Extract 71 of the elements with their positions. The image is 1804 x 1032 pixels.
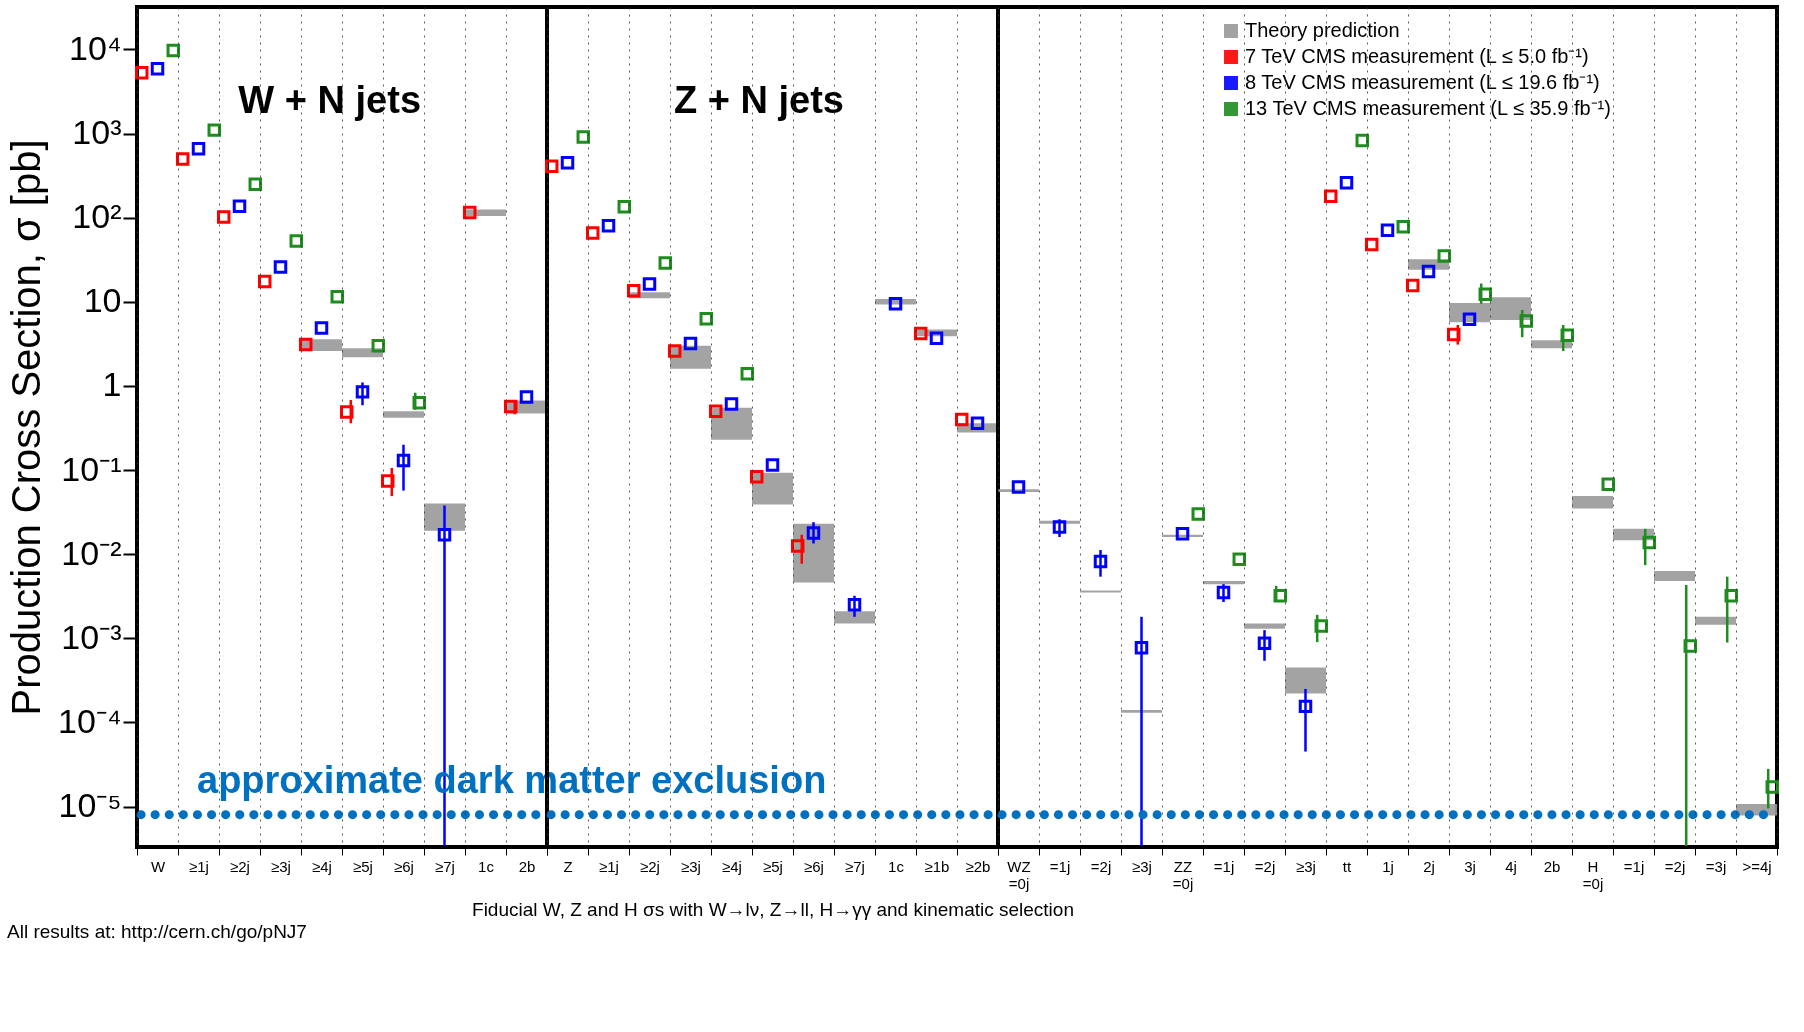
bar — [1654, 571, 1695, 581]
x-tick-label: ≥3j — [1132, 857, 1152, 875]
x-tick-label: ≥1j — [599, 857, 619, 875]
x-tick-label: ≥3j — [271, 857, 291, 875]
x-axis-title: Fiducial W, Z and H σs with W→lν, Z→ll, H→γγ and kinematic selection — [472, 898, 1074, 920]
x-tick-label: =3j — [1705, 857, 1727, 875]
legend-label: Theory prediction — [1245, 19, 1400, 41]
x-tick-label: ≥5j — [763, 857, 783, 875]
x-tick-label: H =0j — [1582, 857, 1604, 892]
x-tick-label: ≥5j — [353, 857, 373, 875]
x-tick-label: 1j — [1382, 857, 1394, 875]
x-tick-label: Z — [563, 857, 573, 875]
x-tick-label: ≥6j — [804, 857, 824, 875]
x-tick-label: ≥7j — [435, 857, 455, 875]
x-tick-label: ≥4j — [722, 857, 742, 875]
x-tick-label: ≥7j — [845, 857, 865, 875]
x-tick-label: 2b — [518, 857, 536, 875]
bar — [711, 407, 752, 440]
legend-label: 13 TeV CMS measurement (L ≤ 35.9 fb⁻¹) — [1245, 97, 1611, 119]
bar — [383, 411, 424, 418]
x-tick-label: =1j — [1049, 857, 1071, 875]
legend-label: 8 TeV CMS measurement (L ≤ 19.6 fb⁻¹) — [1245, 71, 1600, 93]
bar — [1695, 616, 1736, 625]
x-tick-label: ≥2j — [640, 857, 660, 875]
x-tick-label: tt — [1342, 857, 1352, 875]
x-tick-label: 1c — [478, 857, 495, 875]
y-tick-label: 10⁻⁴ — [58, 701, 122, 740]
x-tick-label: ≥3j — [681, 857, 701, 875]
x-tick-label: ZZ =0j — [1172, 857, 1194, 892]
bar — [1244, 623, 1285, 629]
bar — [1121, 710, 1162, 713]
y-tick-label: 10⁻³ — [61, 617, 122, 656]
y-tick-label: 10⁻² — [61, 533, 122, 572]
x-tick-label: =1j — [1213, 857, 1235, 875]
legend-label: 7 TeV CMS measurement (L ≤ 5.0 fb⁻¹) — [1245, 45, 1589, 67]
y-axis-title: Production Cross Section, σ [pb] — [4, 139, 49, 716]
y-tick-label: 10 — [83, 281, 122, 320]
y-tick-label: 10⁻¹ — [61, 449, 122, 488]
bar — [1203, 580, 1244, 585]
x-tick-label: =2j — [1664, 857, 1686, 875]
y-tick-label: 1 — [102, 365, 122, 404]
bar — [1285, 667, 1326, 694]
y-tick-label: 10⁴ — [69, 28, 122, 67]
x-tick-label: ≥1j — [189, 857, 209, 875]
annotation: Z + N jets — [673, 79, 844, 121]
y-tick-label: 10⁻⁵ — [58, 786, 122, 824]
y-tick-label: 10² — [72, 197, 122, 236]
x-tick-label: 4j — [1505, 857, 1517, 875]
x-tick-label: ≥4j — [312, 857, 332, 875]
x-tick-label: 2b — [1543, 857, 1561, 875]
bar — [1572, 496, 1613, 509]
bar — [752, 472, 793, 505]
x-tick-label: =2j — [1254, 857, 1276, 875]
bar — [834, 611, 875, 624]
x-tick-label: 1c — [888, 857, 905, 875]
x-tick-label: >=4j — [1742, 857, 1772, 875]
x-tick-label: =1j — [1623, 857, 1645, 875]
x-tick-label: ≥3j — [1296, 857, 1316, 875]
x-tick-label: 2j — [1423, 857, 1435, 875]
x-tick-label: ≥2j — [230, 857, 250, 875]
x-tick-label: ≥2b — [965, 857, 991, 875]
text: All results at: http://cern.ch/go/pNJ7 — [7, 921, 307, 942]
annotation: W + N jets — [238, 79, 422, 121]
y-tick-label: 10³ — [72, 113, 122, 152]
x-tick-label: ≥6j — [394, 857, 414, 875]
x-tick-label: 3j — [1464, 857, 1476, 875]
x-tick-label: ≥1b — [924, 857, 950, 875]
x-tick-label: W — [150, 857, 166, 875]
bar — [1080, 590, 1121, 593]
x-tick-label: =2j — [1090, 857, 1112, 875]
x-tick-label: WZ =0j — [1007, 857, 1031, 892]
